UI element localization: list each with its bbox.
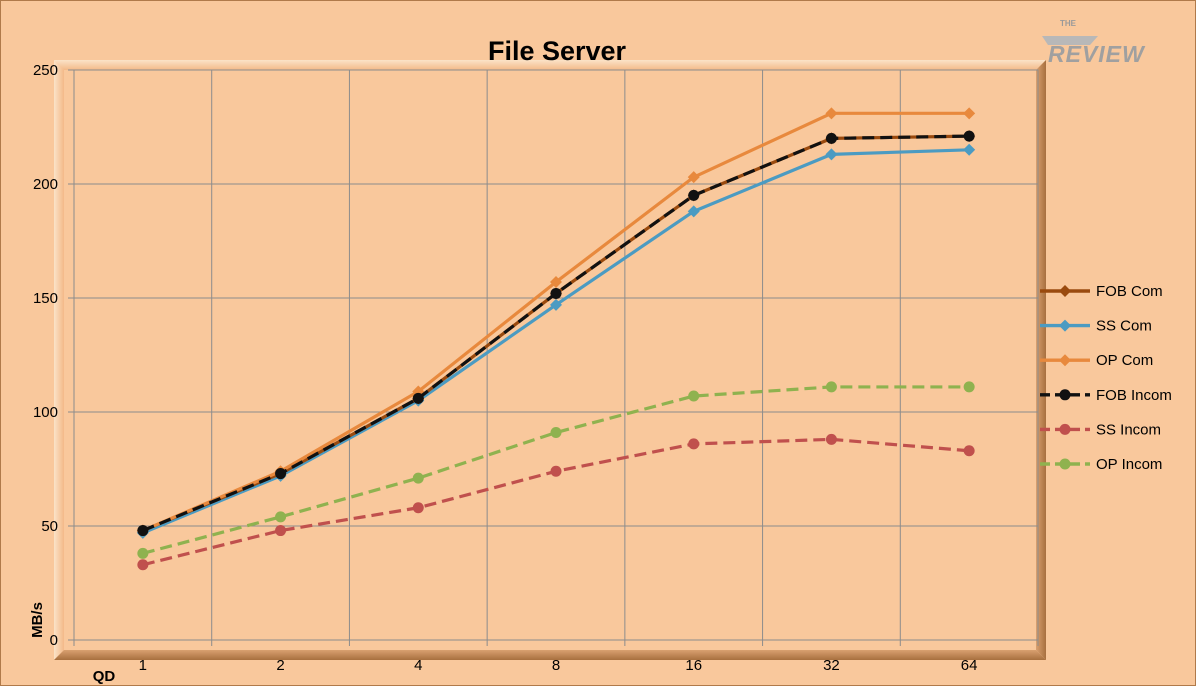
review-logo: THE REVIEW	[1042, 19, 1146, 67]
legend: FOB Com SS Com OP Com FOB Incom SS Incom OP I…	[1040, 283, 1172, 473]
legend-label-1: SS Com	[1096, 318, 1152, 335]
plot-bevel-left	[54, 60, 64, 660]
x-axis-label: QD	[93, 668, 116, 685]
y-axis-label: MB/s	[29, 602, 46, 638]
series-1-point-4	[687, 205, 700, 218]
legend-swatch-marker-1	[1059, 319, 1071, 332]
series-5-point-0	[137, 547, 149, 559]
series-3-point-3	[550, 287, 562, 299]
x-tick-label-2: 4	[414, 657, 422, 674]
series-4-point-4	[688, 438, 700, 450]
y-tick-label-1: 50	[41, 518, 58, 535]
legend-label-3: FOB Incom	[1096, 387, 1172, 404]
y-tick-label-2: 100	[33, 404, 58, 421]
series-4-point-0	[137, 559, 149, 571]
legend-label-2: OP Com	[1096, 352, 1153, 369]
plot-bevel-bottom	[54, 650, 1046, 660]
series-group	[136, 107, 976, 571]
x-tick-label-5: 32	[823, 657, 840, 674]
series-4-point-3	[550, 465, 562, 477]
series-3-point-5	[825, 132, 837, 144]
y-tick-label-0: 0	[50, 632, 58, 649]
plot-bevel-top	[54, 60, 1046, 70]
y-tick-label-4: 200	[33, 176, 58, 193]
series-5-point-4	[688, 390, 700, 402]
chart-title: File Server	[488, 36, 627, 66]
series-3-point-6	[963, 130, 975, 142]
series-2-point-6	[963, 107, 976, 120]
legend-swatch-marker-0	[1059, 285, 1071, 297]
legend-item-4: SS Incom	[1040, 421, 1161, 438]
legend-swatch-marker-5	[1059, 458, 1071, 470]
plot-area	[64, 70, 1036, 650]
x-axis-ticks: 1 2 4 8 16 32 64	[139, 657, 978, 674]
series-4	[137, 433, 975, 571]
logo-ssd-badge	[1042, 36, 1098, 45]
x-tick-label-0: 1	[139, 657, 147, 674]
logo-the: THE	[1060, 19, 1077, 28]
series-4-point-2	[412, 502, 424, 514]
series-3-point-4	[688, 189, 700, 201]
series-4-point-6	[963, 445, 975, 457]
gridlines	[68, 69, 1039, 646]
series-2-point-4	[687, 171, 700, 184]
series-2-point-3	[550, 276, 562, 289]
x-tick-label-6: 64	[961, 657, 978, 674]
legend-label-5: OP Incom	[1096, 456, 1162, 473]
logo-text: REVIEW	[1048, 41, 1146, 67]
legend-item-5: OP Incom	[1040, 456, 1162, 473]
y-axis-ticks: 0 50 100 150 200 250	[33, 62, 58, 649]
series-3-point-0	[137, 525, 149, 537]
series-3	[137, 130, 975, 537]
series-1-point-5	[825, 148, 838, 161]
plot-border	[73, 69, 1039, 641]
series-5-point-3	[550, 427, 562, 439]
series-3-point-2	[412, 392, 424, 404]
legend-item-1: SS Com	[1040, 318, 1152, 335]
legend-item-0: FOB Com	[1040, 283, 1163, 300]
series-1-point-6	[963, 143, 976, 156]
x-tick-label-4: 16	[685, 657, 702, 674]
series-5-point-2	[412, 472, 424, 484]
series-2-point-5	[825, 107, 838, 120]
legend-swatch-marker-3	[1059, 389, 1071, 401]
series-3-point-1	[275, 468, 287, 480]
x-tick-label-3: 8	[552, 657, 560, 674]
legend-item-3: FOB Incom	[1040, 387, 1172, 404]
legend-item-2: OP Com	[1040, 352, 1153, 369]
legend-label-4: SS Incom	[1096, 421, 1161, 438]
x-tick-label-1: 2	[276, 657, 284, 674]
legend-swatch-marker-4	[1059, 423, 1071, 435]
series-4-point-1	[275, 525, 287, 537]
series-5	[137, 381, 975, 559]
y-tick-label-5: 250	[33, 62, 58, 79]
series-5-point-1	[275, 511, 287, 523]
series-5-point-5	[825, 381, 837, 393]
series-4-point-5	[825, 433, 837, 445]
legend-swatch-marker-2	[1059, 354, 1071, 367]
series-5-point-6	[963, 381, 975, 393]
legend-label-0: FOB Com	[1096, 283, 1163, 300]
y-tick-label-3: 150	[33, 290, 58, 307]
series-1-point-3	[550, 298, 562, 311]
